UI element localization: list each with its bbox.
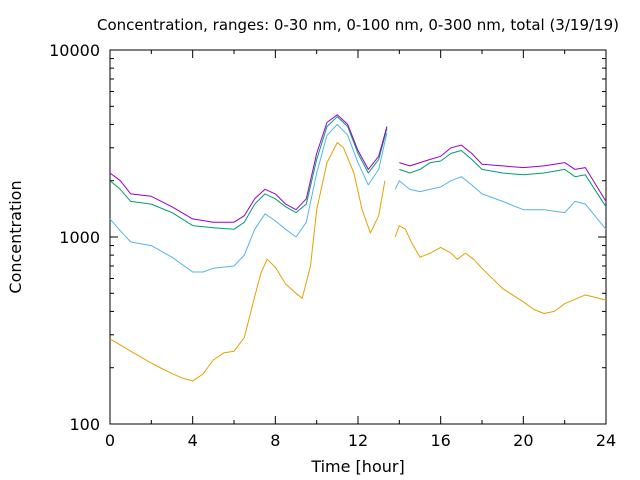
series-line-4 bbox=[399, 144, 607, 202]
x-tick-label: 20 bbox=[513, 431, 533, 450]
x-tick-label: 16 bbox=[430, 431, 450, 450]
y-tick-label: 10000 bbox=[49, 41, 100, 60]
series-line-1 bbox=[109, 142, 386, 382]
y-tick-label: 1000 bbox=[59, 228, 100, 247]
series-line-2 bbox=[394, 176, 607, 230]
x-axis-label: Time [hour] bbox=[310, 457, 404, 476]
series-line-2 bbox=[109, 123, 388, 273]
series-line-3 bbox=[109, 116, 388, 230]
series-lines bbox=[109, 114, 607, 382]
plot-frame bbox=[109, 49, 607, 425]
y-tick-label: 100 bbox=[69, 415, 100, 434]
series-line-4 bbox=[109, 114, 388, 223]
series-line-1 bbox=[394, 225, 607, 314]
series-line-3 bbox=[399, 150, 607, 208]
x-tick-label: 0 bbox=[105, 431, 115, 450]
axis-ticks: 0 4 8 12 16 20 24 100 1000 10000 bbox=[49, 41, 616, 450]
x-tick-label: 24 bbox=[596, 431, 616, 450]
chart-title: Concentration, ranges: 0-30 nm, 0-100 nm… bbox=[97, 16, 619, 34]
x-tick-label: 8 bbox=[270, 431, 280, 450]
y-axis-label: Concentration bbox=[6, 180, 25, 293]
x-tick-label: 4 bbox=[188, 431, 198, 450]
x-tick-label: 12 bbox=[348, 431, 368, 450]
